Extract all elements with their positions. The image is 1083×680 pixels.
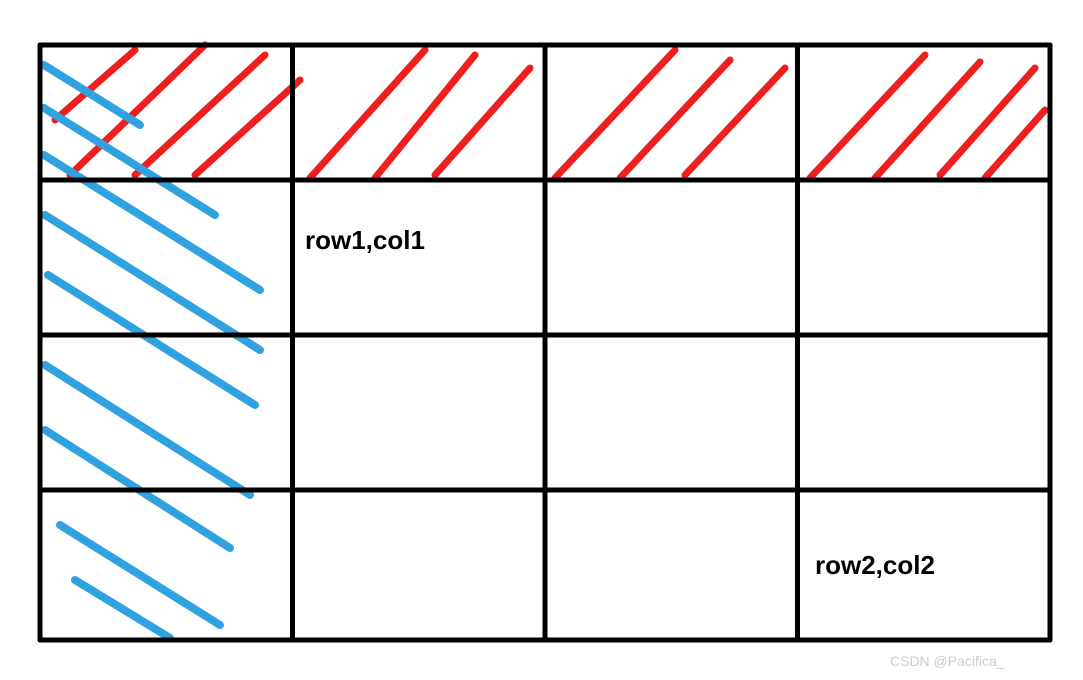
watermark-text: CSDN @Pacifica_ bbox=[890, 653, 1005, 669]
cell-label-row2-col2: row2,col2 bbox=[815, 550, 935, 581]
table-diagram: row1,col1 row2,col2 CSDN @Pacifica_ bbox=[20, 20, 1060, 660]
cell-label-row1-col1: row1,col1 bbox=[305, 225, 425, 256]
